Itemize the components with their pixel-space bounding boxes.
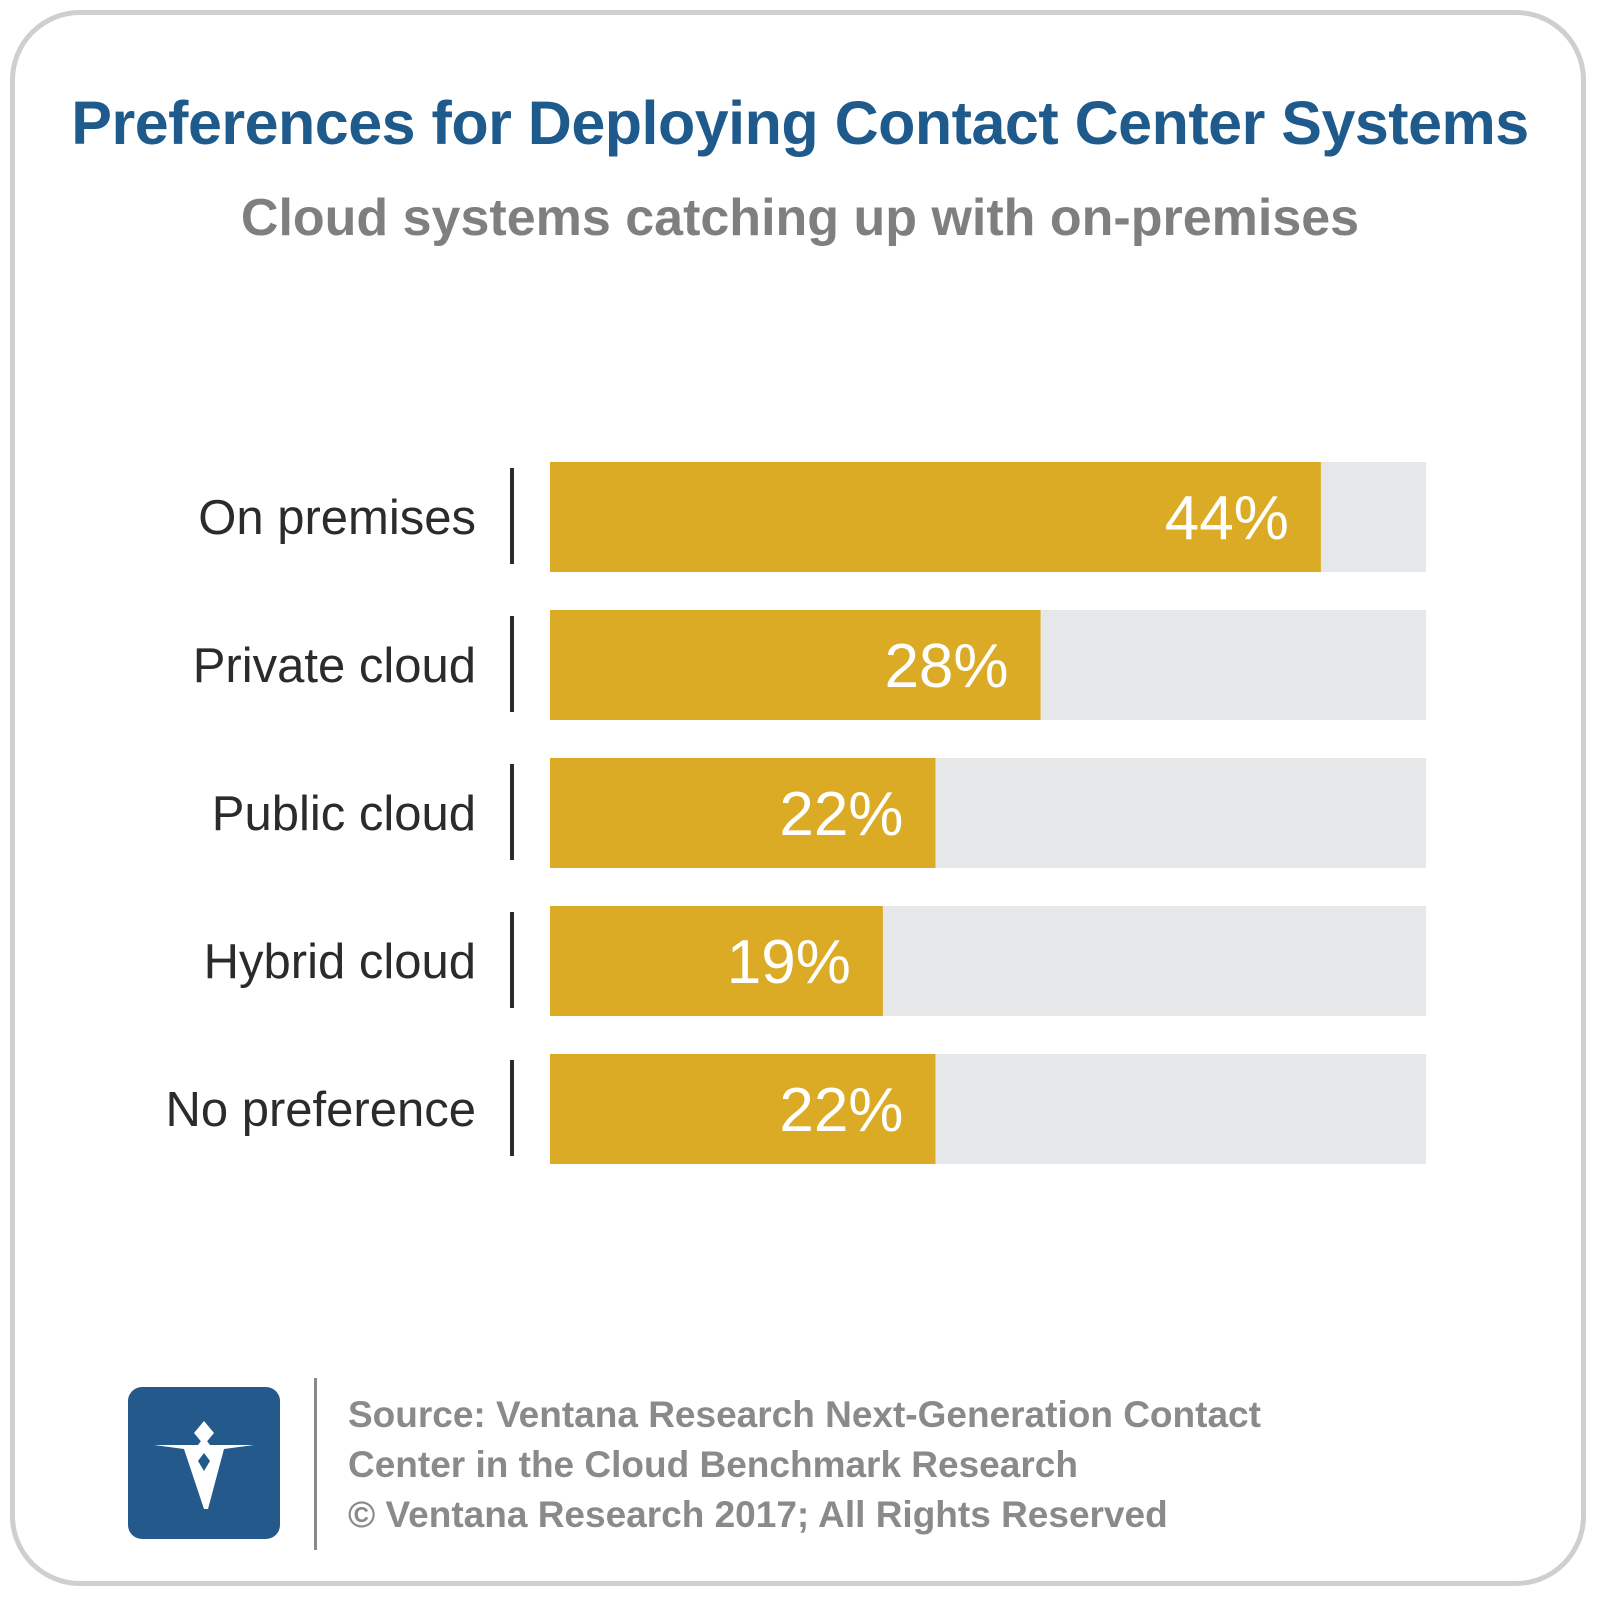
category-tick [510, 468, 514, 564]
data-label: 22% [779, 780, 903, 849]
data-label: 28% [884, 632, 1008, 701]
bar [550, 906, 883, 1016]
data-label: 44% [1165, 484, 1289, 553]
bar [550, 462, 1321, 572]
data-label: 19% [727, 928, 851, 997]
source-text: Source: Ventana Research Next-Generation… [348, 1390, 1261, 1540]
copyright-line: © Ventana Research 2017; All Rights Rese… [348, 1494, 1168, 1535]
ventana-v-logo-icon [154, 1421, 254, 1509]
bar [550, 758, 936, 868]
ventana-logo [128, 1387, 280, 1539]
category-tick [510, 616, 514, 712]
data-label: 22% [779, 1076, 903, 1145]
bar [550, 1054, 936, 1164]
source-line-1: Source: Ventana Research Next-Generation… [348, 1394, 1261, 1435]
category-label: Public cloud [212, 787, 476, 841]
category-label: No preference [165, 1083, 476, 1137]
chart-subtitle: Cloud systems catching up with on-premis… [240, 189, 1360, 247]
chart-title: Preferences for Deploying Contact Center… [71, 89, 1529, 157]
bar [550, 610, 1041, 720]
category-tick [510, 912, 514, 1008]
source-line-2: Center in the Cloud Benchmark Research [348, 1444, 1078, 1485]
category-label: Hybrid cloud [204, 935, 476, 989]
category-label: On premises [198, 491, 476, 545]
category-tick [510, 1060, 514, 1156]
category-label: Private cloud [193, 639, 476, 693]
category-tick [510, 764, 514, 860]
footer-divider [314, 1378, 317, 1550]
